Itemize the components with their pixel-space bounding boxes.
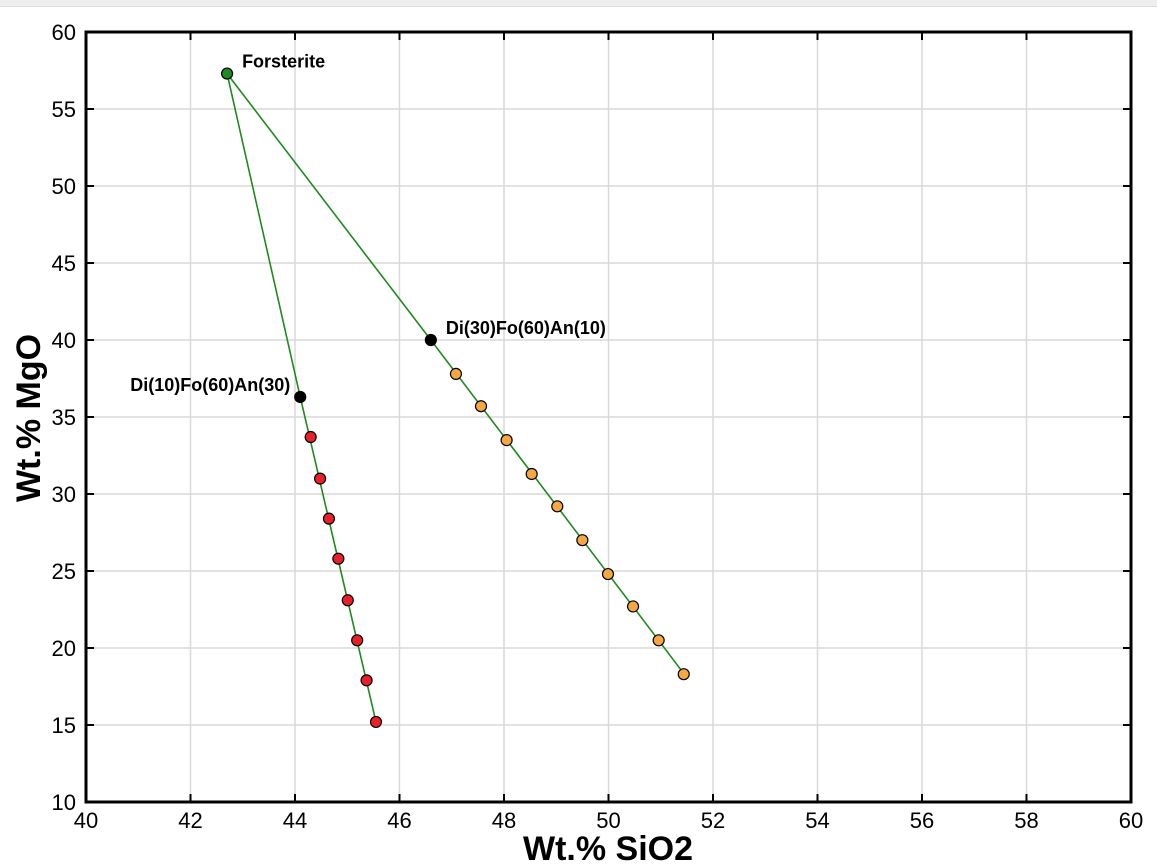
x-tick-label: 50 — [596, 808, 620, 833]
x-tick-label: 40 — [74, 808, 98, 833]
x-tick-label: 46 — [387, 808, 411, 833]
annotation-label: Di(10)Fo(60)An(30) — [130, 375, 290, 395]
data-point — [626, 600, 640, 613]
data-point — [294, 390, 307, 404]
x-axis-ticks: 40 42 44 46 48 50 52 54 56 58 60 — [74, 32, 1143, 833]
annotation-label: Di(30)Fo(60)An(10) — [446, 318, 606, 338]
x-tick-label: 54 — [805, 808, 829, 833]
data-point — [576, 534, 589, 547]
y-tick-label: 45 — [52, 251, 76, 276]
x-tick-label: 52 — [701, 808, 725, 833]
y-axis-title: Wt.% MgO — [10, 334, 48, 502]
y-tick-label: 30 — [52, 482, 76, 507]
data-point — [322, 512, 336, 525]
data-point — [351, 634, 364, 647]
annotation-label: Forsterite — [242, 52, 325, 72]
data-point — [332, 552, 345, 565]
y-tick-label: 40 — [52, 328, 76, 353]
x-tick-label: 44 — [283, 808, 307, 833]
data-points — [220, 67, 690, 729]
x-tick-label: 42 — [178, 808, 202, 833]
data-point — [341, 594, 354, 607]
y-tick-label: 50 — [52, 174, 76, 199]
data-point — [220, 67, 234, 80]
annotations: Forsterite Di(30)Fo(60)An(10) Di(10)Fo(60)… — [130, 52, 606, 395]
grid — [85, 31, 1132, 803]
y-tick-label: 15 — [52, 713, 76, 738]
data-point — [551, 500, 564, 513]
data-point — [369, 715, 383, 729]
y-tick-label: 10 — [52, 790, 76, 815]
data-point — [601, 567, 615, 581]
y-tick-label: 55 — [52, 97, 76, 122]
data-point — [360, 674, 373, 687]
y-tick-label: 25 — [52, 559, 76, 584]
y-axis-ticks: 10 15 20 25 30 35 40 45 50 55 60 — [52, 20, 1131, 815]
x-axis-title: Wt.% SiO2 — [523, 830, 693, 867]
x-tick-label: 60 — [1119, 808, 1143, 833]
data-point — [652, 634, 665, 647]
data-point — [677, 668, 690, 681]
data-point — [525, 467, 538, 481]
y-tick-label: 35 — [52, 405, 76, 430]
x-tick-label: 58 — [1014, 808, 1038, 833]
x-tick-label: 48 — [492, 808, 516, 833]
data-point — [500, 434, 513, 447]
x-tick-label: 56 — [910, 808, 934, 833]
data-point — [424, 333, 437, 347]
top-strip — [0, 0, 1157, 7]
y-tick-label: 20 — [52, 636, 76, 661]
data-point — [313, 472, 327, 485]
data-point — [449, 367, 463, 380]
data-point — [304, 430, 317, 444]
data-point — [474, 400, 488, 413]
y-tick-label: 60 — [52, 20, 76, 45]
